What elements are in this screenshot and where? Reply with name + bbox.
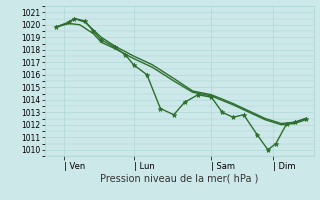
X-axis label: Pression niveau de la mer( hPa ): Pression niveau de la mer( hPa ) <box>100 173 258 183</box>
